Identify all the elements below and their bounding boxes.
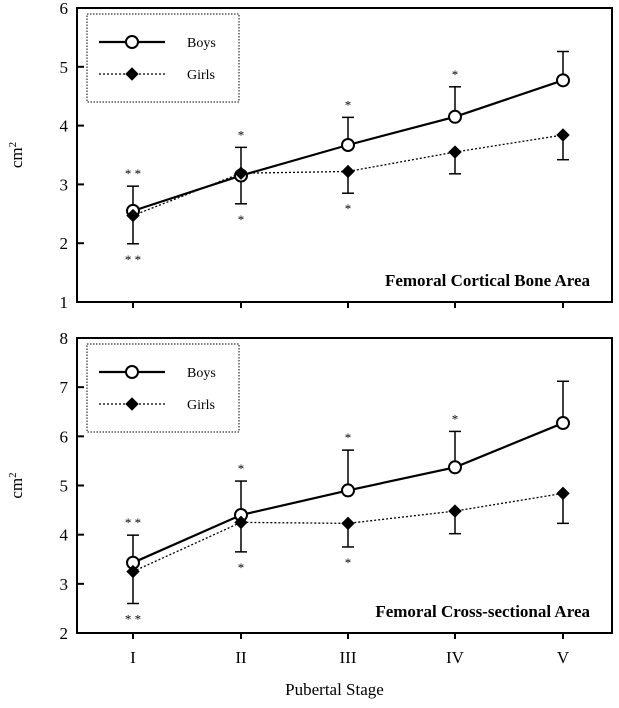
panel-title: Femoral Cortical Bone Area [385,271,591,290]
legend-boys-marker [125,365,139,379]
girls-significance: * [345,201,352,216]
x-tick-label: II [235,648,247,667]
girls-significance: * * [125,612,141,627]
girls-point [556,486,570,501]
y-tick-label: 6 [60,427,69,446]
boys-point [341,138,355,153]
boys-significance: * [345,97,352,112]
girls-point [126,208,140,223]
x-tick-label: V [557,648,570,667]
legend-girls-marker [125,67,139,81]
x-tick-label: III [340,648,357,667]
y-tick-label: 3 [60,575,69,594]
legend-boys-label: Boys [187,36,216,51]
panel-1: 1 2 3 4 5 6 cm2 * * * * * * * * * Boys Girls Femoral Cor… [7,0,613,312]
boys-point [448,109,462,124]
girls-point [341,516,355,531]
girls-point [341,164,355,179]
y-tick-label: 7 [60,378,69,397]
y-tick-label: 5 [60,58,69,77]
boys-significance: * * [125,515,141,530]
boys-significance: * [238,461,245,476]
y-axis-label: cm2 [7,142,26,168]
girls-point [448,145,462,159]
y-tick-label: 4 [60,117,69,136]
y-tick-label: 1 [60,293,69,312]
girls-significance: * [238,212,245,227]
legend-boys-marker [125,35,139,49]
boys-point [341,483,355,498]
boys-point [448,460,462,475]
boys-point [556,416,570,431]
girls-significance: * * [125,252,141,267]
boys-significance: * * [125,166,141,181]
y-tick-label: 3 [60,175,69,194]
girls-point [126,564,140,579]
boys-significance: * [452,411,459,426]
legend-girls-label: Girls [187,68,215,83]
plot-frame [76,7,613,303]
panel-title: Femoral Cross-sectional Area [375,602,590,621]
legend-box [86,343,240,433]
y-tick-label: 4 [60,526,69,545]
y-axis-label: cm2 [7,472,26,498]
y-tick-label: 2 [60,234,69,253]
girls-point [448,504,462,518]
girls-point [234,166,248,180]
y-tick-label: 2 [60,624,69,643]
girls-significance: * [238,560,245,575]
x-tick-label: IV [446,648,465,667]
boys-significance: * [238,127,245,142]
y-tick-label: 8 [60,329,69,348]
legend-girls-label: Girls [187,398,215,413]
boys-point [556,73,570,88]
legend-girls-marker [125,397,139,411]
y-tick-label: 5 [60,477,69,496]
girls-point [556,128,570,142]
x-axis-label: Pubertal Stage [285,680,384,699]
legend-box [86,13,240,103]
boys-significance: * [345,430,352,445]
girls-significance: * [345,555,352,570]
legend-boys-label: Boys [187,366,216,381]
x-tick-label: I [130,648,136,667]
girls-point [234,515,248,530]
boys-significance: * [452,67,459,82]
y-tick-label: 6 [60,0,69,18]
